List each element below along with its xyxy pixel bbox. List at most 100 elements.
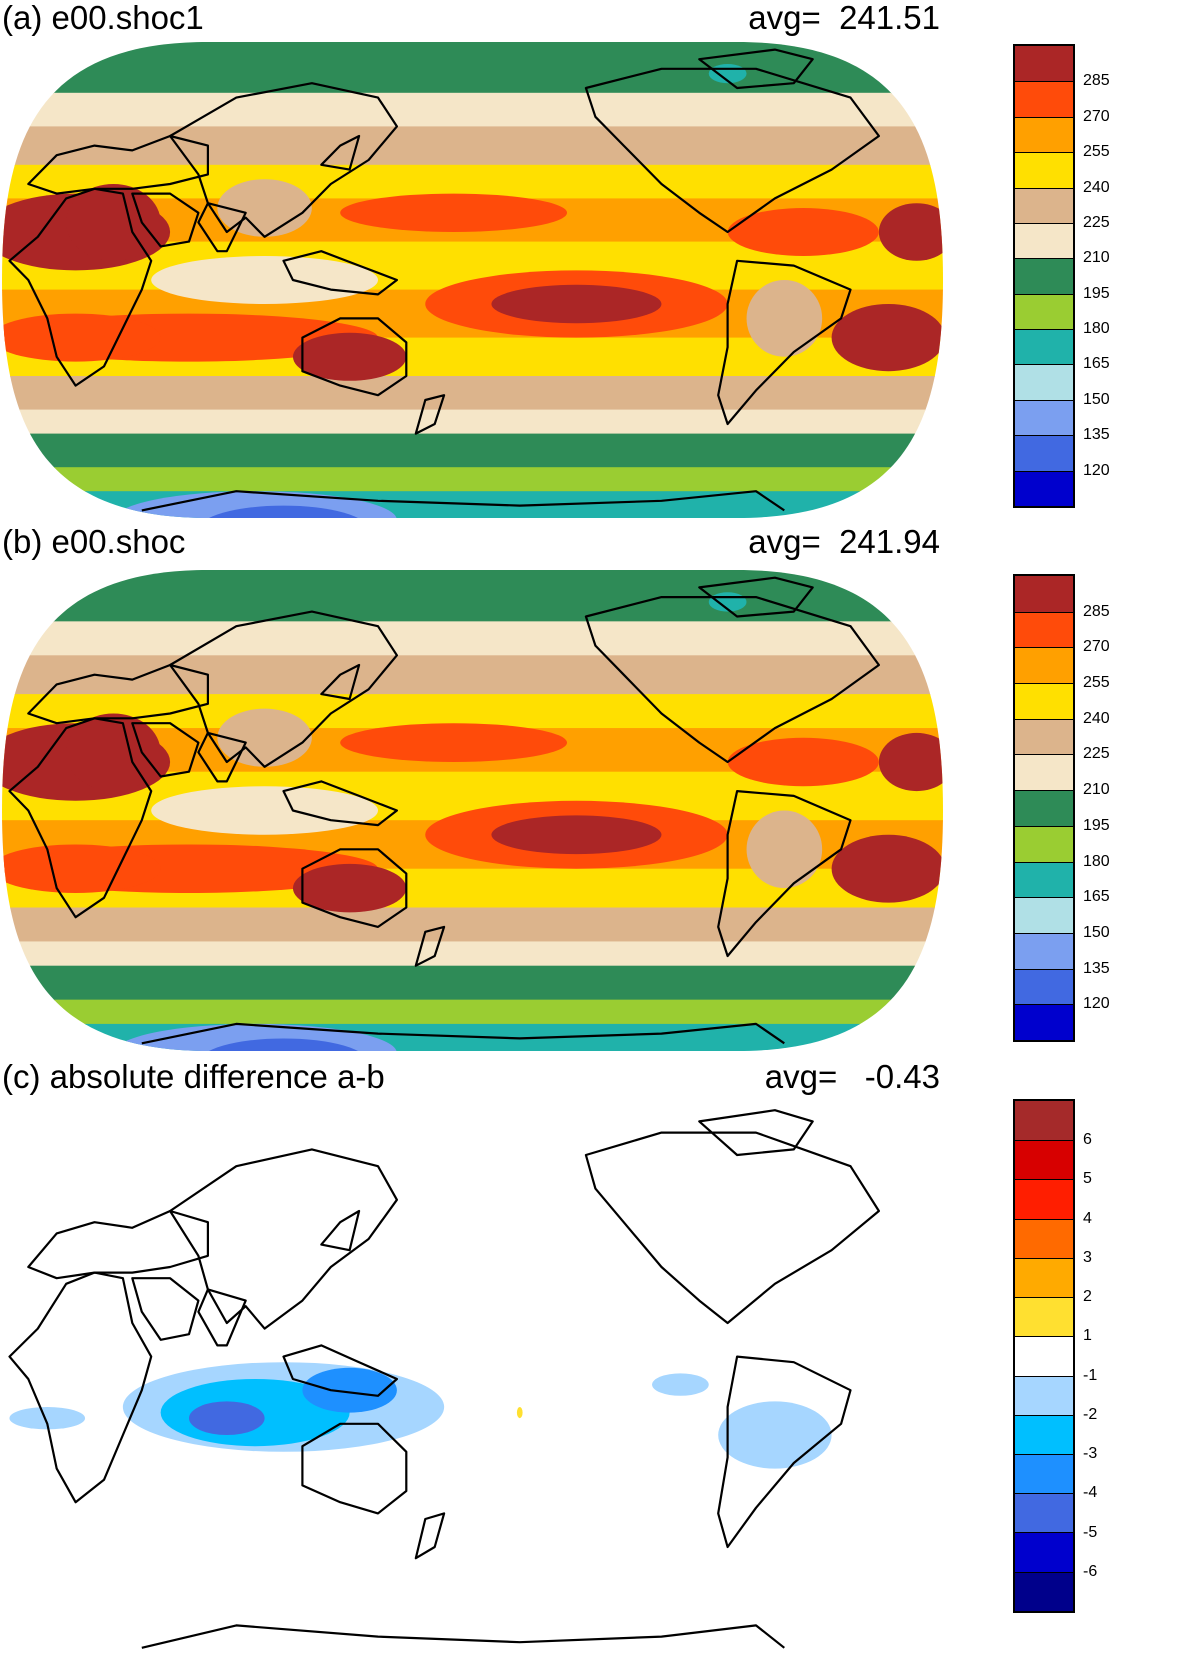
- coastline-india: [197, 202, 247, 253]
- colorbar-label: 240: [1083, 178, 1110, 196]
- field-anomaly: [491, 284, 662, 324]
- colorbar-label: -2: [1083, 1405, 1098, 1423]
- field-band: [2, 941, 943, 967]
- colorbar-swatch: [1015, 116, 1073, 153]
- colorbar-label: 210: [1083, 249, 1110, 267]
- colorbar-swatch: [1015, 1532, 1073, 1572]
- field-anomaly: [2, 844, 161, 893]
- panel-c-map: [2, 1101, 943, 1657]
- colorbar-label: 255: [1083, 674, 1110, 692]
- field-band: [2, 621, 943, 657]
- colorbar-label: 135: [1083, 959, 1110, 977]
- coastline-africa: [8, 187, 153, 387]
- field-band: [2, 965, 943, 1001]
- field-anomaly: [727, 737, 879, 787]
- colorbar-label: 4: [1083, 1209, 1092, 1227]
- colorbar-swatch: [1015, 187, 1073, 223]
- coastline-australia: [301, 317, 408, 397]
- colorbar-swatch: [1015, 754, 1073, 791]
- coastline-samerica: [717, 790, 852, 958]
- field-anomaly: [292, 863, 407, 913]
- colorbar-label: 225: [1083, 745, 1110, 763]
- coastline-maritime: [282, 250, 398, 296]
- panel-a-avg: avg= 241.51: [748, 0, 940, 36]
- colorbar-label: 120: [1083, 995, 1110, 1013]
- field-band: [2, 126, 943, 166]
- colorbar-swatch: [1015, 46, 1073, 82]
- field-band: [2, 907, 943, 943]
- colorbar-label: 5: [1083, 1170, 1092, 1188]
- field-anomaly: [198, 505, 369, 518]
- colorbar-swatch: [1015, 1257, 1073, 1298]
- colorbar-swatch: [1015, 1101, 1073, 1141]
- coastline-europe: [27, 663, 209, 725]
- coastline-japan: [320, 663, 361, 701]
- field-anomaly: [66, 184, 161, 261]
- colorbar-label: -5: [1083, 1523, 1098, 1541]
- field-anomaly: [878, 203, 943, 261]
- field-anomaly: [113, 491, 397, 518]
- colorbar-swatch: [1015, 897, 1073, 933]
- colorbar-swatch: [1015, 1453, 1073, 1494]
- colorbar-label: -3: [1083, 1445, 1098, 1463]
- coastline-japan: [320, 1209, 361, 1252]
- field-anomaly: [746, 280, 823, 357]
- coastline-nz: [414, 1512, 446, 1560]
- difference-patch: [516, 1407, 523, 1419]
- field-anomaly: [746, 810, 823, 889]
- coastline-asia: [169, 82, 398, 238]
- colorbar-label: 150: [1083, 923, 1110, 941]
- panel-b-avg: avg= 241.94: [748, 523, 940, 560]
- colorbar-label: 255: [1083, 143, 1110, 161]
- field-anomaly: [878, 732, 943, 792]
- colorbar-swatch: [1015, 364, 1073, 400]
- difference-patch: [189, 1401, 265, 1435]
- field-anomaly: [727, 208, 879, 256]
- colorbar-swatch: [1015, 968, 1073, 1005]
- colorbar-label: 270: [1083, 638, 1110, 656]
- coastline-asia: [169, 610, 398, 768]
- colorbar-label: 195: [1083, 816, 1110, 834]
- colorbar-swatch: [1015, 1375, 1073, 1415]
- field-band: [2, 376, 943, 411]
- coastline-samerica: [717, 259, 852, 426]
- coastline-nz: [414, 394, 446, 435]
- colorbar-label: 165: [1083, 355, 1110, 373]
- colorbar-swatch: [1015, 329, 1073, 365]
- coastline-australia: [301, 1422, 408, 1515]
- colorbar-label: 180: [1083, 320, 1110, 338]
- colorbar-label: -4: [1083, 1484, 1098, 1502]
- colorbar-swatch: [1015, 790, 1073, 826]
- field-band: [2, 655, 943, 696]
- colorbar-swatch: [1015, 1493, 1073, 1533]
- colorbar-label: 165: [1083, 888, 1110, 906]
- coastline-europe: [27, 1209, 209, 1280]
- colorbar-swatch: [1015, 683, 1073, 719]
- field-band: [2, 42, 943, 94]
- colorbar-swatch: [1015, 1571, 1073, 1611]
- colorbar-swatch: [1015, 1336, 1073, 1376]
- colorbar-swatch: [1015, 1140, 1073, 1180]
- colorbar-label: -6: [1083, 1562, 1098, 1580]
- panel-b: (b) e00.shoc avg= 241.94 285 270 255 240 225…: [0, 524, 1188, 1059]
- colorbar-swatch: [1015, 647, 1073, 684]
- coastline-maritime: [282, 1344, 398, 1397]
- panel-a: (a) e00.shoc1 avg= 241.51 285 270 255 240 22…: [0, 0, 1188, 525]
- panel-c-title: (c) absolute difference a-b: [2, 1058, 385, 1095]
- field-anomaly: [340, 723, 567, 762]
- field-anomaly: [2, 313, 161, 362]
- coastline-antarctica: [141, 1624, 785, 1649]
- field-band: [2, 92, 943, 128]
- panel-b-colorbar: [1013, 574, 1075, 1042]
- coastline-maritime: [282, 780, 398, 827]
- colorbar-swatch: [1015, 258, 1073, 294]
- colorbar-swatch: [1015, 1004, 1073, 1040]
- coastline-africa: [8, 717, 153, 919]
- colorbar-swatch: [1015, 399, 1073, 436]
- colorbar-label: 240: [1083, 709, 1110, 727]
- panel-b-title: (b) e00.shoc: [2, 523, 186, 560]
- panel-c-colorbar: [1013, 1099, 1075, 1613]
- panel-b-map: [2, 570, 943, 1051]
- coastline-arabia: [131, 192, 200, 248]
- coastline-samerica: [717, 1355, 852, 1549]
